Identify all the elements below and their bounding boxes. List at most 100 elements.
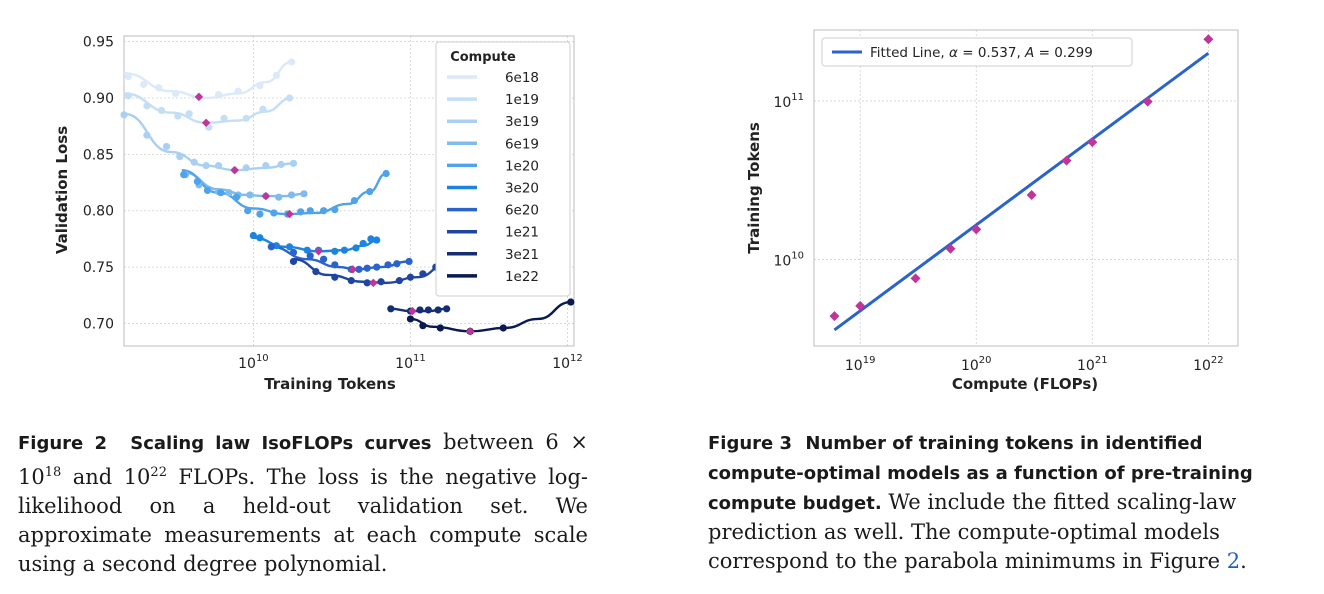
point-1e20 [331,206,339,214]
point-3e19 [262,162,270,170]
point-6e20 [320,255,328,263]
point-1e22 [436,324,444,332]
point-3e21 [434,306,442,314]
point-1e20 [193,177,201,186]
fit-curve-6e18 [123,60,292,100]
legend-label-1e22: 1e22 [505,269,539,285]
legend: Fitted Line, α = 0.537, A = 0.299 [821,37,1133,67]
point-3e20 [331,247,339,255]
plot-frame [813,29,1239,347]
optimal-point [945,243,956,254]
point-1e21 [377,278,385,286]
optimal-point [971,224,982,235]
x-tick-label: 1021 [1077,355,1108,374]
point-1e20 [297,208,305,216]
point-6e20 [331,261,339,269]
optimal-point [855,300,866,311]
x-axis-label: Training Tokens [264,375,396,393]
y-ticks: 0.95 0.90 0.85 0.80 0.75 0.70 [83,35,114,333]
point-6e19 [225,189,233,197]
minimum-marker-1e19 [201,118,211,127]
point-6e18 [272,71,280,80]
optimal-point [1203,34,1214,45]
point-3e19 [143,131,151,139]
point-6e20 [405,257,413,266]
figure-3-chart: 1011 1010 1019 1020 1021 1022 Training Token… [745,29,1239,393]
x-tick-label: 1011 [395,353,426,372]
point-6e20 [393,260,401,268]
point-1e22 [419,322,427,330]
point-1e19 [185,110,193,118]
optimal-point [1142,96,1153,107]
minimum-marker-1e20 [285,209,294,219]
point-6e20 [373,263,381,271]
legend-label: Fitted Line, α = 0.537, A = 0.299 [870,45,1093,61]
point-1e19 [143,102,151,110]
y-tick-label: 0.70 [83,316,114,332]
point-6e18 [155,84,163,92]
point-1e20 [232,193,241,201]
point-3e19 [162,142,171,151]
point-1e20 [382,169,390,178]
caption-text: We include the fitted scaling-law predic… [708,490,1237,573]
point-1e21 [395,277,403,285]
optimal-point [1061,155,1072,166]
y-tick-label: 1010 [773,251,804,270]
minimum-markers [194,92,475,336]
point-1e22 [406,315,415,323]
minimum-marker-1e22 [465,327,475,336]
point-6e20 [306,252,314,260]
minimum-marker-3e21 [408,306,417,316]
legend-label-6e20: 6e20 [505,203,539,219]
x-ticks: 1010 1011 1012 [238,353,583,372]
optimal-point [1026,190,1037,201]
y-tick-label: 0.75 [83,260,114,276]
point-1e20 [180,171,188,179]
point-1e20 [306,207,314,215]
caption-text: and 10 [61,465,151,489]
point-3e20 [249,231,257,240]
fit-curve-1e22 [410,300,571,333]
point-6e19 [287,191,296,199]
minimum-marker-6e20 [348,265,358,274]
point-6e20 [267,243,275,251]
point-6e20 [289,248,298,257]
minimum-marker-6e19 [261,191,271,201]
point-3e20 [256,234,264,242]
figure-2-label: Figure 2 [18,433,107,454]
y-axis-label: Training Tokens [745,122,763,254]
x-tick-label: 1012 [552,353,583,372]
y-tick-label: 0.85 [83,147,114,163]
point-3e19 [176,153,184,161]
minimum-marker-6e18 [194,92,204,102]
point-6e20 [355,265,363,273]
point-1e21 [363,279,371,287]
caption-superscript: 18 [44,465,62,480]
point-1e20 [244,207,252,215]
figure-3-label: Figure 3 [708,433,793,454]
point-6e19 [246,191,254,199]
legend-box [435,41,571,297]
point-3e21 [424,306,432,314]
point-1e19 [220,114,228,122]
point-6e18 [140,80,148,89]
point-1e21 [406,273,415,281]
optimal-point [1087,137,1098,148]
point-1e20 [270,209,278,217]
legend-box [821,37,1133,67]
point-1e20 [217,189,225,197]
x-tick-label: 1022 [1193,355,1224,374]
point-6e18 [256,82,264,90]
legend-label-1e21: 1e21 [505,225,539,241]
legend-label-6e18: 6e18 [505,70,539,86]
y-tick-label: 1011 [773,92,804,111]
figure-reference-link[interactable]: 2 [1226,549,1241,573]
caption-text: . [1240,549,1247,573]
legend: Compute 6e18 1e19 3e19 6e19 1e20 3e20 6e20 1e21… [435,41,571,297]
point-3e20 [367,235,375,243]
point-6e18 [172,89,180,98]
figure-2-chart: 0.95 0.90 0.85 0.80 0.75 0.70 1010 1011 1012 Va… [53,35,583,393]
point-3e20 [285,243,294,251]
point-3e21 [443,305,451,313]
figure-3-caption: Figure 3 Number of training tokens in id… [708,428,1278,576]
